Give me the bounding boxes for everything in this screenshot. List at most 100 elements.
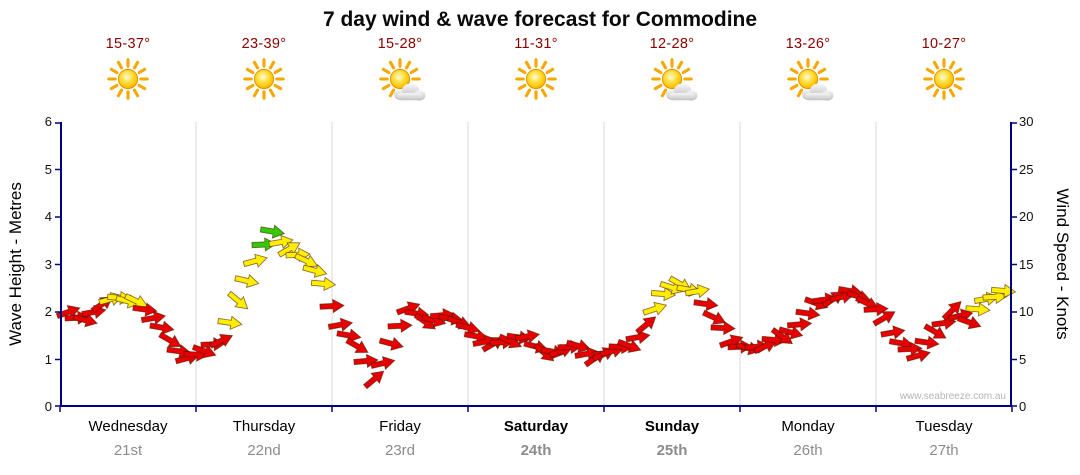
wind-arrow (701, 309, 727, 325)
day-date: 26th (793, 442, 823, 459)
wind-arrow (208, 333, 234, 349)
cloud-icon (798, 81, 836, 102)
x-axis-day: Sunday 25th (604, 418, 740, 459)
day-name: Sunday (644, 418, 700, 435)
day-name: Saturday (503, 418, 569, 435)
x-axis-day: Thursday 22nd (196, 418, 332, 459)
right-axis-tick: 5 (1019, 351, 1027, 367)
weather-icon (236, 57, 292, 109)
wind-arrow (370, 355, 396, 371)
wind-arrow (395, 301, 421, 316)
wind-arrow (880, 325, 906, 340)
watermark: www.seabreeze.com.au (899, 391, 1006, 402)
sun-icon (242, 57, 286, 101)
wind-arrow (565, 339, 591, 354)
x-axis-day: Saturday 24th (468, 418, 604, 459)
wind-arrow (217, 315, 243, 330)
wind-arrow (965, 302, 991, 317)
wind-arrow (227, 290, 249, 310)
weather-icon (100, 57, 156, 109)
day-date: 23rd (384, 442, 416, 459)
wind-arrow (327, 317, 354, 332)
wind-arrow (277, 242, 301, 258)
day-name: Monday (781, 418, 835, 435)
day-column: 13-26° (740, 36, 876, 114)
left-axis-tick: 5 (44, 161, 52, 177)
cloud-icon (662, 81, 700, 102)
day-column: 11-31° (468, 36, 604, 114)
wind-arrow (795, 306, 821, 321)
wind-arrow (616, 338, 642, 354)
wind-arrow (455, 320, 481, 335)
wind-arrow (778, 325, 804, 340)
day-column: 15-28° (332, 36, 468, 114)
wind-arrow (752, 339, 778, 355)
wind-arrow (905, 348, 931, 363)
day-date: 22nd (247, 442, 281, 459)
wind-arrow (684, 283, 711, 299)
day-name: Tuesday (915, 418, 973, 435)
day-name: Wednesday (88, 418, 168, 435)
wind-arrow (319, 298, 345, 314)
wind-arrow (923, 323, 947, 339)
wind-arrow (514, 329, 541, 344)
weather-icon (916, 57, 972, 109)
wind-arrow (897, 341, 923, 357)
right-axis-title: Wind Speed - Knots (1053, 188, 1072, 340)
right-axis-tick: 20 (1019, 209, 1034, 224)
wind-arrow (234, 273, 260, 289)
wind-arrow (363, 370, 385, 390)
wind-arrow (132, 302, 158, 317)
page-title: 7 day wind & wave forecast for Commodine (322, 8, 758, 31)
wind-arrow (956, 315, 982, 330)
left-axis-tick: 6 (44, 114, 52, 129)
temperature-range: 11-31° (514, 36, 558, 52)
right-axis-tick: 25 (1019, 161, 1034, 177)
temperature-range: 10-27° (921, 36, 967, 52)
temperature-range: 12-28° (649, 36, 695, 52)
sun-icon (106, 57, 150, 101)
right-axis-tick: 0 (1019, 399, 1027, 414)
day-column: 23-39° (196, 36, 332, 114)
left-axis-tick: 2 (44, 304, 52, 319)
wind-arrow (72, 313, 98, 328)
wind-arrow (345, 337, 369, 353)
day-name: Thursday (232, 418, 296, 435)
wind-arrow (259, 224, 286, 239)
wind-arrow (914, 335, 940, 350)
wind-arrow (242, 253, 268, 268)
x-axis-day: Friday 23rd (332, 418, 468, 459)
right-axis-tick: 10 (1019, 304, 1034, 319)
wind-wave-chart (55, 122, 1017, 412)
wind-arrow (158, 331, 182, 348)
wind-arrow (140, 310, 167, 326)
day-date: 21st (113, 442, 143, 459)
wind-arrow (718, 334, 744, 349)
x-axis-day: Wednesday 21st (60, 418, 196, 459)
right-axis-tick: 15 (1019, 256, 1034, 272)
wind-arrow (872, 311, 896, 327)
wind-arrow (302, 263, 328, 278)
wind-arrow (710, 320, 736, 336)
wind-arrow (642, 301, 668, 316)
day-column: 15-37° (60, 36, 196, 114)
wind-arrow (659, 280, 685, 295)
wind-arrow (770, 327, 794, 345)
weather-icon (780, 57, 836, 109)
day-name: Friday (379, 418, 421, 435)
wind-arrow (149, 320, 175, 335)
temperature-range: 15-37° (105, 36, 151, 52)
wind-arrow (941, 300, 962, 321)
cloud-icon (390, 81, 428, 102)
wind-arrow (310, 276, 337, 292)
wind-arrow (650, 286, 677, 302)
left-axis-tick: 0 (44, 399, 52, 414)
sun-icon (922, 57, 966, 101)
wind-arrow (635, 316, 657, 335)
wind-arrow (336, 328, 362, 343)
wind-arrow (786, 317, 813, 332)
day-column: 10-27° (876, 36, 1012, 114)
temperature-range: 13-26° (785, 36, 831, 52)
left-axis-tick: 3 (44, 256, 52, 272)
